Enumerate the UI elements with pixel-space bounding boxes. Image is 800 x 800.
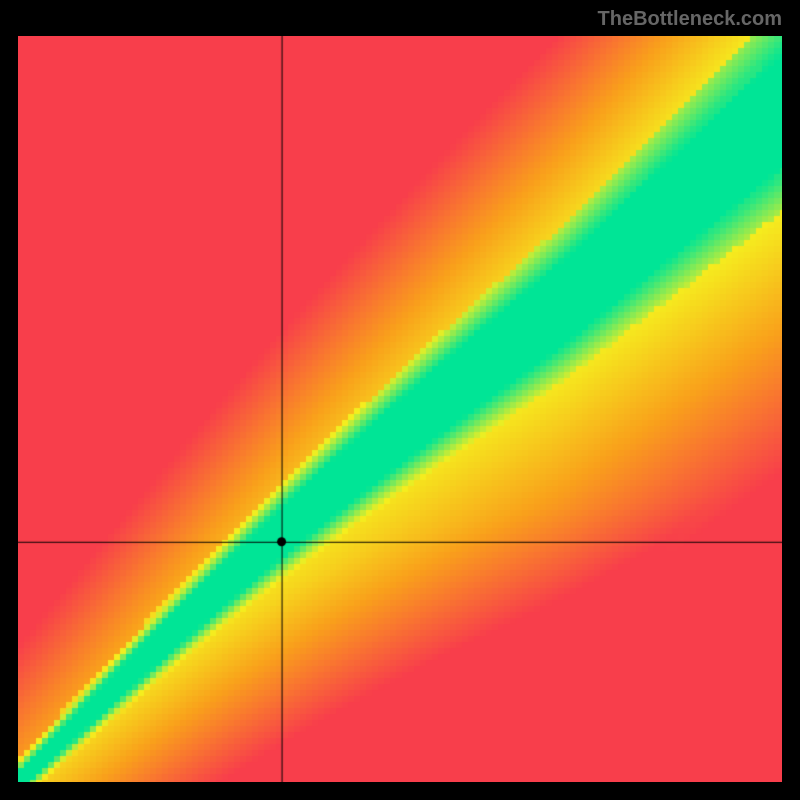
heatmap-plot [18, 36, 782, 782]
chart-container: TheBottleneck.com [0, 0, 800, 800]
heatmap-canvas [18, 36, 782, 782]
watermark-label: TheBottleneck.com [598, 8, 782, 31]
